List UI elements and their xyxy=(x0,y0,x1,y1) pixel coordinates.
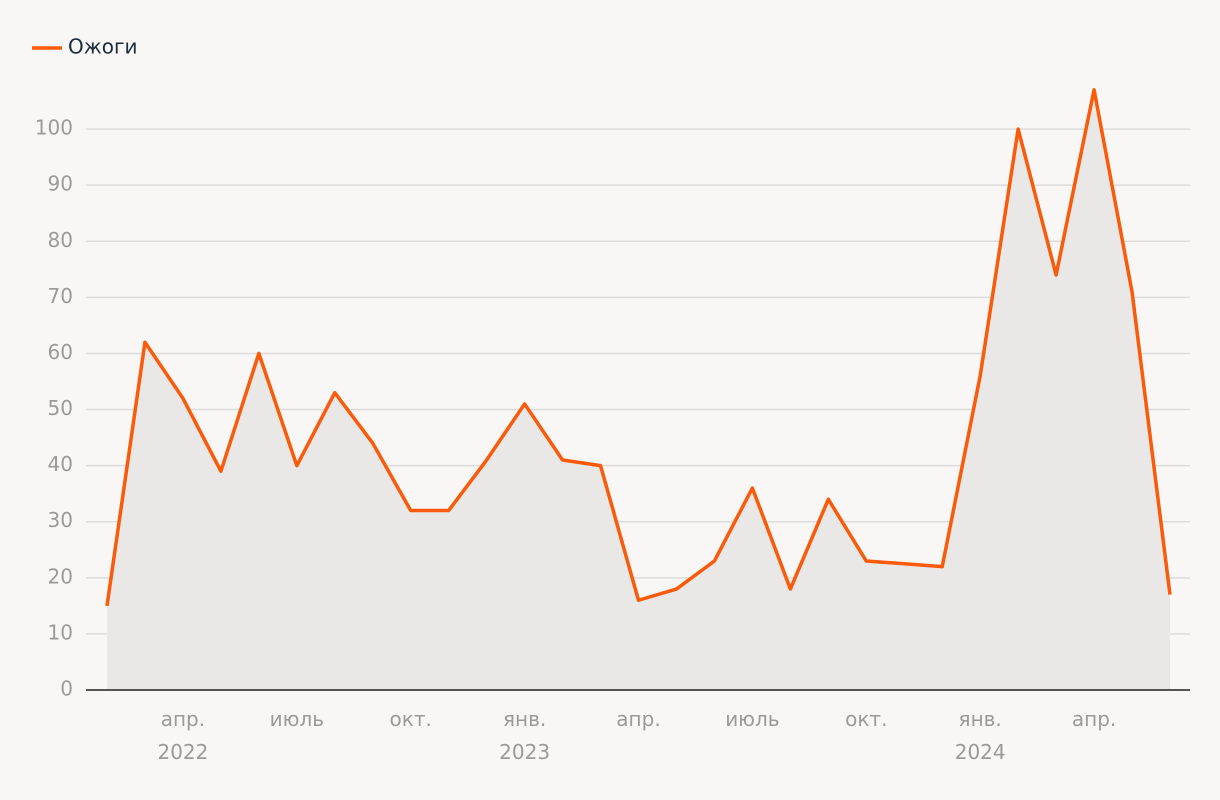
y-tick-label: 90 xyxy=(48,172,73,196)
y-tick-label: 70 xyxy=(48,284,73,308)
y-tick-label: 40 xyxy=(48,452,73,476)
x-tick-label: июль xyxy=(725,707,779,731)
y-tick-label: 20 xyxy=(48,564,73,588)
x-tick-label: окт. xyxy=(390,707,432,731)
y-tick-label: 50 xyxy=(48,396,73,420)
line xyxy=(105,88,1172,607)
legend-label: Ожоги xyxy=(68,35,138,59)
x-tick-label: апр. 2022 xyxy=(157,707,208,764)
x-tick-label: окт. xyxy=(845,707,887,731)
x-tick-label: янв. 2024 xyxy=(955,707,1006,764)
x-tick-label: янв. 2023 xyxy=(499,707,550,764)
y-tick-label: 10 xyxy=(48,620,73,644)
area xyxy=(107,89,1170,690)
x-tick-label: апр. xyxy=(616,707,660,731)
y-tick-label: 60 xyxy=(48,340,73,364)
y-tick-label: 80 xyxy=(48,228,73,252)
y-tick-label: 0 xyxy=(60,677,73,701)
x-tick-label: июль xyxy=(270,707,324,731)
y-tick-label: 30 xyxy=(48,508,73,532)
y-tick-label: 100 xyxy=(35,116,73,140)
x-tick-label: апр. xyxy=(1072,707,1116,731)
